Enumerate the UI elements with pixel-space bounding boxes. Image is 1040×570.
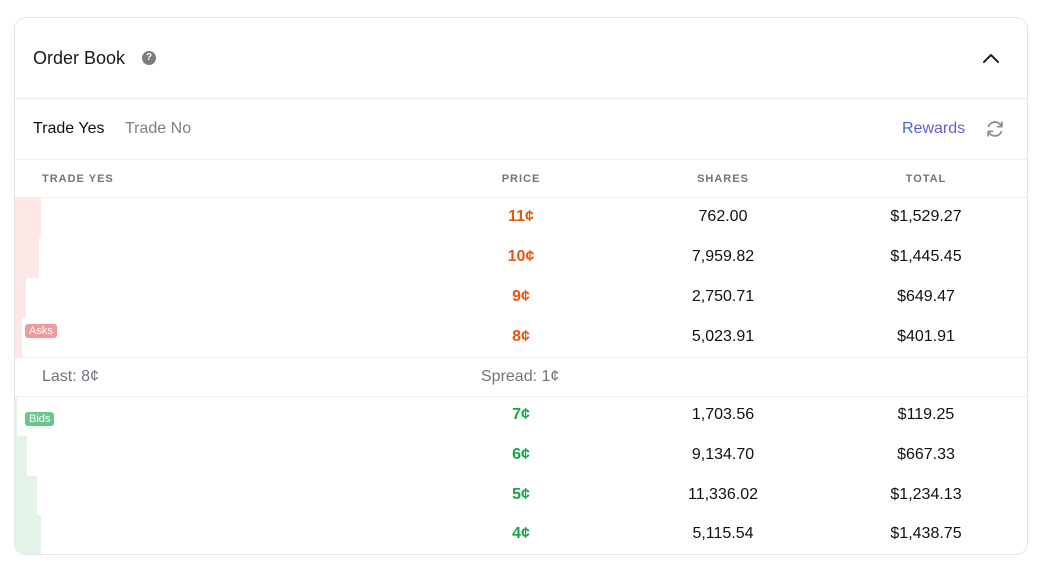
ask-shares: 5,023.91	[691, 328, 755, 345]
bid-depth-bar	[15, 515, 41, 554]
bid-depth-bar	[15, 476, 37, 516]
trade-tabs: Trade Yes Trade No Rewards	[15, 99, 1027, 160]
chevron-up-icon[interactable]	[979, 48, 1003, 68]
column-header-side: TRADE YES	[42, 173, 114, 185]
bid-total: $1,438.75	[890, 525, 962, 542]
tab-trade-no[interactable]: Trade No	[125, 120, 192, 137]
ask-total: $1,445.45	[890, 248, 962, 265]
ask-price: 10¢	[507, 248, 535, 265]
column-header-shares: SHARES	[697, 173, 749, 185]
ask-shares: 2,750.71	[691, 288, 755, 305]
ask-total: $1,529.27	[890, 208, 962, 225]
bid-price: 5¢	[512, 486, 530, 503]
ask-shares: 7,959.82	[691, 248, 755, 265]
column-header-total: TOTAL	[905, 173, 947, 185]
spread-row: Last: 8¢ Spread: 1¢	[15, 357, 1027, 397]
ask-depth-bar	[15, 278, 26, 318]
order-book-card: Order Book ? Trade Yes Trade No Rewards …	[14, 17, 1028, 555]
bid-total: $1,234.13	[890, 486, 962, 503]
asks-badge: Asks	[25, 324, 57, 338]
ask-depth-bar	[15, 198, 41, 238]
ask-price: 11¢	[508, 208, 534, 225]
bid-price: 4¢	[512, 525, 530, 542]
bid-total: $119.25	[897, 406, 955, 423]
bid-price: 7¢	[512, 406, 530, 423]
ask-depth-bar	[15, 318, 22, 358]
ask-total: $649.47	[897, 288, 955, 305]
bid-shares: 1,703.56	[691, 406, 755, 423]
bid-depth-bar	[15, 436, 27, 476]
ask-price: 8¢	[512, 328, 530, 345]
tab-trade-yes[interactable]: Trade Yes	[33, 120, 105, 137]
column-headers: TRADE YES PRICE SHARES TOTAL	[15, 160, 1027, 198]
bid-row[interactable]: 5¢ 11,336.02 $1,234.13	[15, 476, 1027, 516]
ask-row[interactable]: 10¢ 7,959.82 $1,445.45	[15, 238, 1027, 278]
bid-shares: 5,115.54	[692, 525, 754, 542]
ask-row[interactable]: 9¢ 2,750.71 $649.47	[15, 278, 1027, 318]
ask-shares: 762.00	[698, 208, 748, 225]
column-header-price: PRICE	[501, 173, 541, 185]
bid-depth-bar	[15, 396, 17, 436]
bid-total: $667.33	[897, 446, 955, 463]
order-book-title: Order Book	[33, 48, 126, 68]
bid-row[interactable]: 4¢ 5,115.54 $1,438.75	[15, 515, 1027, 554]
last-price: Last: 8¢	[42, 368, 99, 385]
refresh-icon[interactable]	[984, 118, 1006, 140]
bid-shares: 9,134.70	[691, 446, 755, 463]
spread-value: Spread: 1¢	[481, 368, 560, 385]
bid-shares: 11,336.02	[688, 486, 758, 503]
bid-row[interactable]: 6¢ 9,134.70 $667.33	[15, 436, 1027, 476]
ask-depth-bar	[15, 238, 39, 278]
bid-price: 6¢	[512, 446, 530, 463]
rewards-link[interactable]: Rewards	[902, 120, 966, 137]
ask-price: 9¢	[512, 288, 530, 305]
bids-badge: Bids	[25, 412, 55, 426]
ask-row[interactable]: Asks 8¢ 5,023.91 $401.91	[15, 318, 1027, 358]
ask-row[interactable]: 11¢ 762.00 $1,529.27	[15, 198, 1027, 238]
ask-total: $401.91	[897, 328, 955, 345]
question-circle-icon[interactable]: ?	[142, 51, 156, 65]
bid-row[interactable]: Bids 7¢ 1,703.56 $119.25	[15, 396, 1027, 436]
order-book-header[interactable]: Order Book ?	[15, 18, 1027, 99]
